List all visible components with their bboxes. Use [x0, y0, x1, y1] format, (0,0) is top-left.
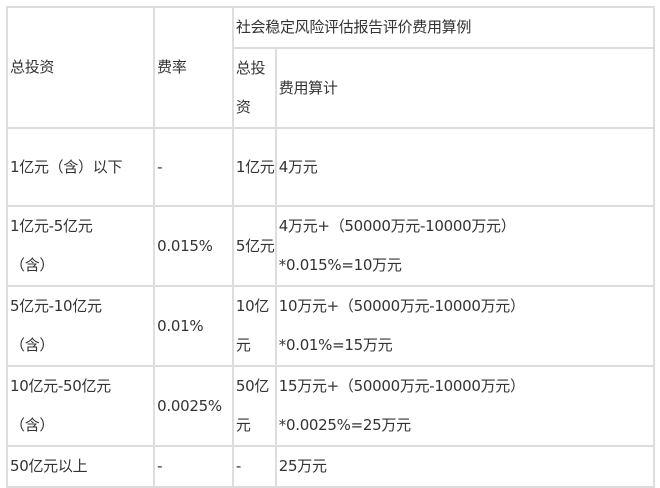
- table-row: 5亿元-10亿元 （含） 0.01% 10亿元 10万元+（50000万元-10…: [5, 285, 656, 367]
- cell-rate: -: [153, 445, 234, 488]
- cell-investment: 5亿元: [231, 205, 277, 287]
- header-row: 总投资 费率 社会稳定风险评估报告评价费用算例: [5, 6, 656, 129]
- cell-range: 10亿元-50亿元 （含）: [5, 365, 156, 447]
- header-total-investment: 总投资: [5, 6, 156, 129]
- cell-calc: 25万元: [274, 445, 656, 488]
- header-example-calc: 费用算计: [274, 47, 656, 129]
- cell-investment: 10亿元: [231, 285, 277, 367]
- table-row: 10亿元-50亿元 （含） 0.0025% 50亿元 15万元+（50000万元…: [5, 365, 656, 447]
- table-row: 1亿元-5亿元 （含） 0.015% 5亿元 4万元+（50000万元-1000…: [5, 205, 656, 287]
- cell-rate: -: [153, 127, 234, 207]
- cell-range: 50亿元以上: [5, 445, 156, 488]
- header-example-title: 社会稳定风险评估报告评价费用算例: [231, 6, 656, 49]
- cell-calc: 10万元+（50000万元-10000万元） *0.01%=15万元: [274, 285, 656, 367]
- cell-range: 5亿元-10亿元 （含）: [5, 285, 156, 367]
- cell-investment: -: [231, 445, 277, 488]
- cell-investment: 1亿元: [231, 127, 277, 207]
- table-row: 50亿元以上 - - 25万元: [5, 445, 656, 488]
- cell-calc: 4万元+（50000万元-10000万元） *0.015%=10万元: [274, 205, 656, 287]
- cell-calc: 4万元: [274, 127, 656, 207]
- cell-rate: 0.015%: [153, 205, 234, 287]
- cell-calc: 15万元+（50000万元-10000万元） *0.0025%=25万元: [274, 365, 656, 447]
- header-rate: 费率: [153, 6, 234, 129]
- fee-table: 总投资 费率 社会稳定风险评估报告评价费用算例 总投资 费用算计 1亿元（含）以…: [5, 6, 656, 488]
- cell-rate: 0.01%: [153, 285, 234, 367]
- cell-range: 1亿元（含）以下: [5, 127, 156, 207]
- cell-rate: 0.0025%: [153, 365, 234, 447]
- table-row: 1亿元（含）以下 - 1亿元 4万元: [5, 127, 656, 207]
- cell-range: 1亿元-5亿元 （含）: [5, 205, 156, 287]
- header-example-investment: 总投资: [231, 47, 277, 129]
- cell-investment: 50亿元: [231, 365, 277, 447]
- subheader-row: 总投资 费用算计: [7, 47, 656, 129]
